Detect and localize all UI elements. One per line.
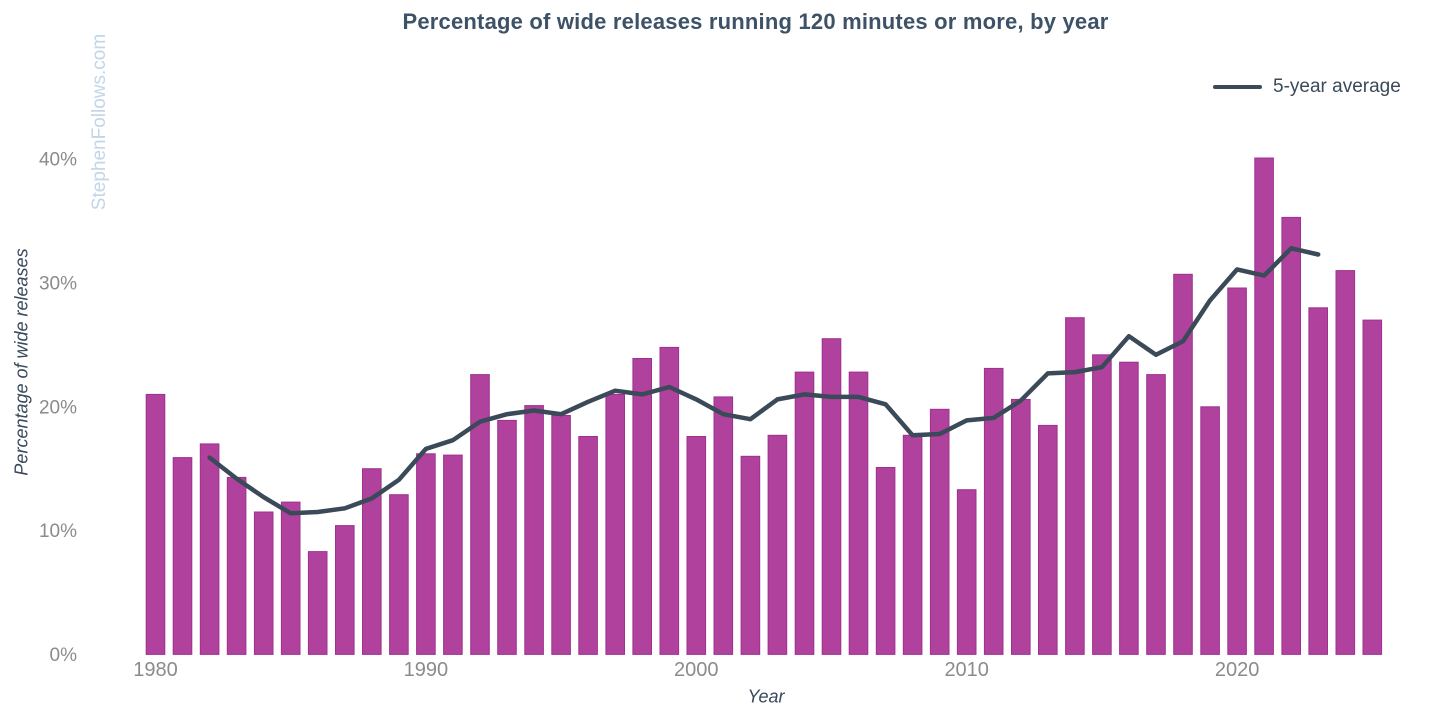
bar-1992 — [470, 374, 490, 655]
bar-1999 — [659, 346, 680, 655]
bar-2011 — [983, 367, 1004, 655]
watermark: StephenFollows.com — [89, 33, 110, 211]
bar-2024 — [1335, 270, 1356, 655]
bar-1998 — [632, 358, 653, 655]
y-tick-40: 40% — [39, 150, 77, 171]
bar-2010 — [956, 489, 977, 655]
bar-1994 — [524, 405, 544, 655]
bar-2021 — [1254, 157, 1274, 655]
x-axis-title: Year — [747, 686, 785, 707]
legend-label: 5-year average — [1273, 76, 1401, 97]
bar-1997 — [605, 393, 626, 655]
y-tick-20: 20% — [39, 397, 77, 418]
bar-2022 — [1281, 216, 1302, 655]
bar-2013 — [1038, 424, 1058, 655]
bar-1991 — [443, 454, 463, 655]
bar-1990 — [416, 453, 436, 655]
bar-2012 — [1011, 398, 1031, 655]
bar-2014 — [1065, 317, 1085, 655]
bar-1981 — [172, 457, 193, 655]
bar-2020 — [1227, 287, 1247, 655]
bar-1986 — [307, 551, 328, 655]
bar-1989 — [389, 494, 409, 655]
x-tick-2020: 2020 — [1215, 659, 1260, 681]
bar-1995 — [551, 415, 571, 655]
bar-1996 — [578, 436, 598, 655]
bar-2018 — [1173, 273, 1193, 655]
bar-1987 — [335, 525, 355, 655]
bar-2007 — [875, 467, 896, 655]
bar-1985 — [280, 501, 301, 655]
bar-2019 — [1200, 406, 1220, 655]
bar-2008 — [902, 434, 923, 655]
bar-2003 — [767, 434, 788, 655]
bar-2016 — [1119, 361, 1139, 655]
x-tick-2010: 2010 — [944, 659, 989, 681]
bar-2001 — [713, 396, 734, 655]
bar-2015 — [1092, 354, 1112, 655]
bar-2006 — [848, 371, 869, 655]
y-tick-30: 30% — [39, 274, 77, 295]
bar-2017 — [1146, 374, 1166, 655]
x-tick-2000: 2000 — [674, 659, 719, 681]
bar-2009 — [929, 408, 950, 655]
bar-2023 — [1308, 307, 1329, 655]
bar-1982 — [199, 443, 220, 655]
chart-title: Percentage of wide releases running 120 … — [402, 9, 1109, 34]
x-tick-1990: 1990 — [404, 659, 449, 681]
bar-1988 — [362, 468, 382, 655]
y-axis-title: Percentage of wide releases — [11, 248, 32, 476]
bar-2002 — [740, 455, 761, 655]
bar-1993 — [497, 419, 517, 655]
legend-line-swatch — [1213, 84, 1262, 90]
bar-1983 — [226, 476, 247, 655]
bar-1984 — [253, 511, 274, 655]
five-year-average-line — [207, 246, 1321, 516]
x-tick-1980: 1980 — [133, 659, 178, 681]
bar-2004 — [794, 371, 815, 655]
bar-1980 — [145, 393, 166, 655]
bar-2025 — [1362, 319, 1383, 655]
y-tick-0: 0% — [50, 645, 78, 666]
legend: 5-year average — [1213, 76, 1401, 98]
bar-2000 — [686, 436, 707, 655]
bar-2005 — [821, 338, 842, 655]
y-tick-10: 10% — [39, 521, 77, 542]
